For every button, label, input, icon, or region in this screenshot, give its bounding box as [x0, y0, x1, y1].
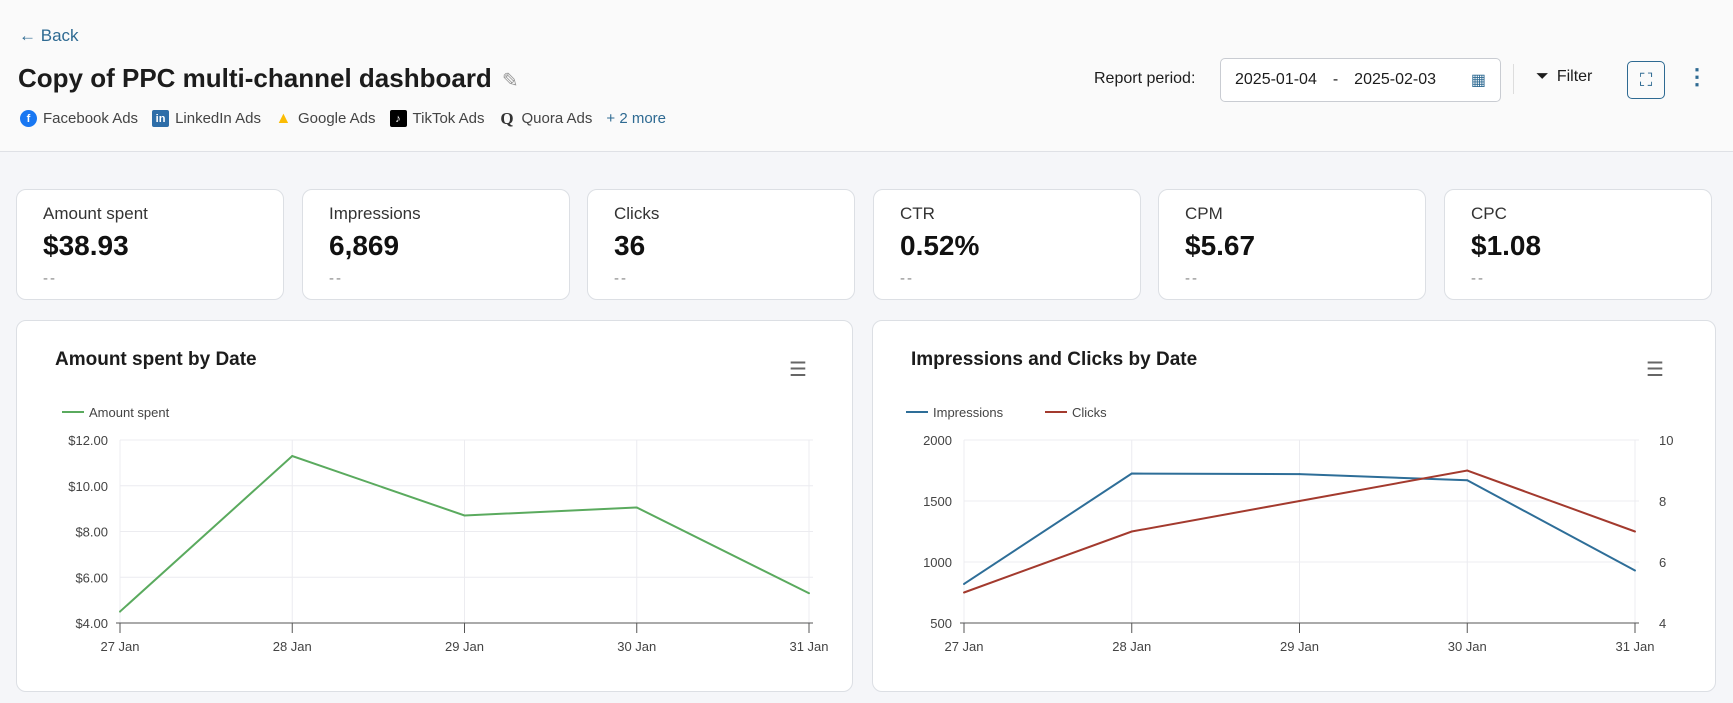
impressions-clicks-chart: Impressions and Clicks by Date ☰ 500 1000…	[872, 320, 1716, 692]
vertical-dots-icon: ⋮	[1686, 64, 1708, 89]
y-tick-label: $8.00	[75, 525, 108, 540]
data-point	[1298, 500, 1301, 502]
y-tick-label: 500	[930, 616, 952, 631]
chart-svg: $4.00 $6.00 $8.00 $10.00 $12.00 27 Jan 28 Jan 2…	[62, 405, 829, 654]
y2-tick-label: 8	[1659, 494, 1666, 509]
header: ← Back Copy of PPC multi-channel dashboa…	[0, 0, 1733, 152]
x-tick-label: 31 Jan	[789, 639, 828, 654]
source-facebook: f Facebook Ads	[20, 110, 138, 127]
kpi-cpc: CPC $1.08 --	[1444, 189, 1712, 300]
y2-tick-label: 10	[1659, 433, 1673, 448]
more-options-button[interactable]: ⋮	[1686, 64, 1708, 90]
kpi-clicks: Clicks 36 --	[587, 189, 855, 300]
chart-svg: 500 1000 1500 2000 4 6 8 10 27 Jan 28 Jan 29 Jan 30…	[906, 405, 1673, 654]
chart-menu-icon[interactable]: ☰	[1646, 359, 1664, 381]
chart-title: Amount spent by Date	[55, 349, 257, 370]
data-point	[119, 610, 121, 613]
more-sources-link[interactable]: + 2 more	[606, 110, 667, 127]
legend-label: Amount spent	[89, 405, 170, 420]
tiktok-icon: ♪	[389, 110, 407, 127]
y-tick-label: 2000	[923, 433, 952, 448]
y-tick-label: 1500	[923, 494, 952, 509]
source-quora: Q Quora Ads	[500, 108, 593, 128]
data-point	[291, 455, 294, 458]
linkedin-icon: in	[152, 110, 170, 127]
x-tick-label: 29 Jan	[1280, 639, 1319, 654]
kpi-cpm: CPM $5.67 --	[1158, 189, 1426, 300]
facebook-icon: f	[20, 110, 37, 127]
google-ads-icon: ▲	[275, 109, 292, 127]
arrow-left-icon: ←	[19, 26, 41, 45]
expand-icon: ⛶	[1639, 69, 1653, 90]
data-point	[1130, 530, 1133, 533]
data-point	[463, 514, 466, 517]
x-tick-label: 30 Jan	[1448, 639, 1487, 654]
source-tiktok: ♪ TikTok Ads	[389, 110, 485, 127]
date-range-picker[interactable]: 2025-01-04-2025-02-03 ▦	[1220, 58, 1501, 102]
filter-button[interactable]: ⏷ Filter	[1536, 68, 1593, 85]
y-tick-label: $4.00	[75, 616, 108, 631]
y2-tick-label: 4	[1659, 616, 1666, 631]
chart-title: Impressions and Clicks by Date	[911, 349, 1198, 370]
kpi-impressions: Impressions 6,869 --	[302, 189, 570, 300]
data-point	[1466, 469, 1469, 472]
kpi-ctr: CTR 0.52% --	[873, 189, 1141, 300]
legend-label: Clicks	[1072, 405, 1107, 420]
data-point	[635, 506, 638, 509]
data-point	[1634, 569, 1636, 572]
x-tick-label: 30 Jan	[617, 639, 656, 654]
pencil-icon[interactable]: ✎	[501, 70, 519, 92]
calendar-icon: ▦	[1470, 72, 1486, 89]
x-tick-label: 31 Jan	[1615, 639, 1654, 654]
x-tick-label: 27 Jan	[100, 639, 139, 654]
data-point	[1466, 479, 1469, 482]
data-point	[963, 582, 965, 585]
amount-spent-chart: Amount spent by Date ☰ $4.00 $6.00 $8.00 $1…	[16, 320, 853, 692]
quora-icon: Q	[500, 108, 514, 128]
chart-menu-icon[interactable]: ☰	[789, 359, 807, 381]
source-google: ▲ Google Ads	[275, 109, 376, 128]
y-tick-label: 1000	[923, 555, 952, 570]
y-tick-label: $12.00	[68, 433, 108, 448]
back-link[interactable]: ← Back	[19, 26, 79, 45]
report-period-label: Report period:	[1094, 70, 1196, 87]
filter-icon: ⏷	[1536, 68, 1549, 85]
data-sources: f Facebook Ads in LinkedIn Ads ▲ Google Ads…	[20, 108, 667, 128]
data-point	[1130, 472, 1133, 475]
page-title: Copy of PPC multi-channel dashboard ✎	[18, 63, 519, 93]
legend-label: Impressions	[933, 405, 1004, 420]
data-point	[963, 591, 965, 594]
x-tick-label: 28 Jan	[1112, 639, 1151, 654]
fullscreen-button[interactable]: ⛶	[1627, 61, 1665, 99]
kpi-amount-spent: Amount spent $38.93 --	[16, 189, 284, 300]
source-linkedin: in LinkedIn Ads	[152, 110, 261, 127]
data-point	[1634, 530, 1636, 533]
x-tick-label: 27 Jan	[944, 639, 983, 654]
y-tick-label: $6.00	[75, 570, 108, 585]
y2-tick-label: 6	[1659, 555, 1666, 570]
y-tick-label: $10.00	[68, 479, 108, 494]
data-point	[808, 592, 810, 595]
x-tick-label: 29 Jan	[445, 639, 484, 654]
divider	[1513, 64, 1514, 94]
data-point	[1298, 473, 1301, 476]
x-tick-label: 28 Jan	[273, 639, 312, 654]
